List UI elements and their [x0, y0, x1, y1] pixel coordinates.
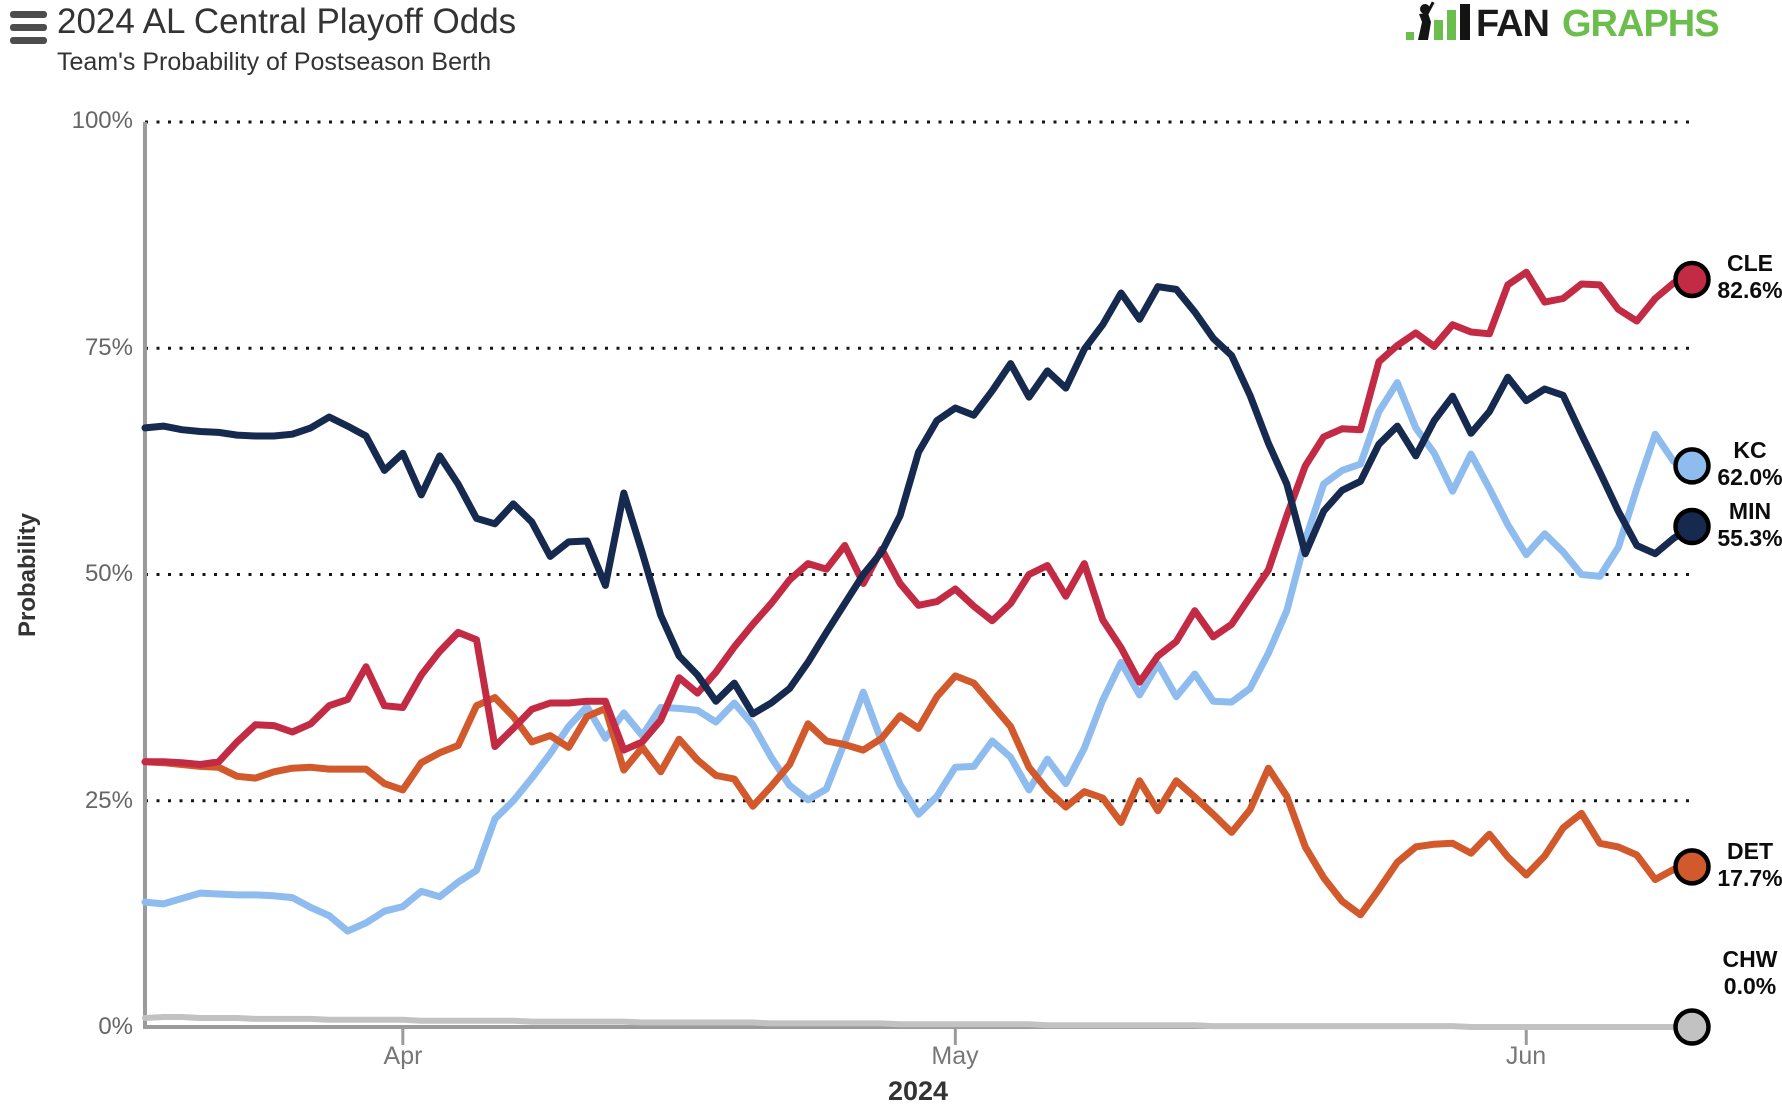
marker-MIN[interactable]	[1673, 507, 1711, 546]
team-code: KC	[1733, 437, 1767, 463]
team-odds: 82.6%	[1717, 277, 1782, 303]
marker-DET[interactable]	[1673, 848, 1711, 886]
line-CHW[interactable]	[142, 1014, 1695, 1030]
chart-menu-icon[interactable]	[10, 11, 47, 49]
series-label-det: DET 17.7%	[1714, 838, 1782, 892]
line-MIN[interactable]	[141, 283, 1696, 718]
series-label-kc: KC 62.0%	[1714, 437, 1782, 491]
team-odds: 62.0%	[1717, 464, 1782, 490]
x-axis-title: 2024	[887, 1076, 949, 1106]
ytick-0: 0%	[98, 1013, 133, 1040]
team-odds: 55.3%	[1717, 525, 1782, 551]
ytick-50: 50%	[84, 560, 133, 587]
team-code: CHW	[1722, 946, 1778, 972]
team-code: DET	[1727, 838, 1773, 864]
team-code: CLE	[1727, 250, 1773, 276]
page-subtitle: Team's Probability of Postseason Berth	[57, 48, 492, 76]
logo-text-fan: FAN	[1476, 3, 1549, 44]
logo-bar-small	[1434, 20, 1443, 40]
hamburger-bar	[10, 37, 47, 44]
fangraphs-logo[interactable]: FAN GRAPHS	[1404, 0, 1774, 45]
series-label-cle: CLE 82.6%	[1714, 250, 1782, 304]
logo-bar-black	[1460, 4, 1470, 40]
fangraphs-logo-graphic: FAN GRAPHS	[1406, 1, 1720, 45]
series-label-chw: CHW 0.0%	[1714, 946, 1782, 1000]
batter-icon	[1418, 1, 1435, 40]
team-odds: 0.0%	[1723, 973, 1777, 999]
marker-CLE[interactable]	[1673, 260, 1711, 299]
series-label-min: MIN 55.3%	[1714, 498, 1782, 552]
hamburger-bar	[10, 11, 47, 18]
xtick-may: May	[931, 1042, 979, 1070]
ytick-100: 100%	[71, 107, 133, 134]
line-KC[interactable]	[141, 379, 1696, 935]
ytick-25: 25%	[84, 787, 133, 814]
xtick-apr: Apr	[383, 1042, 423, 1070]
marker-CHW[interactable]	[1673, 1008, 1711, 1046]
logo-bar-tall	[1447, 10, 1456, 40]
team-code: MIN	[1728, 498, 1772, 524]
page-title: 2024 AL Central Playoff Odds	[57, 2, 517, 41]
ytick-75: 75%	[84, 334, 133, 361]
logo-dot	[1406, 32, 1414, 40]
xtick-jun: Jun	[1505, 1042, 1547, 1070]
marker-KC[interactable]	[1673, 447, 1711, 485]
team-odds: 17.7%	[1717, 865, 1782, 891]
logo-text-graphs: GRAPHS	[1562, 3, 1719, 44]
y-axis-title: Probability	[14, 512, 41, 638]
hamburger-bar	[10, 24, 47, 31]
line-CLE[interactable]	[141, 268, 1696, 768]
line-DET[interactable]	[141, 672, 1696, 919]
